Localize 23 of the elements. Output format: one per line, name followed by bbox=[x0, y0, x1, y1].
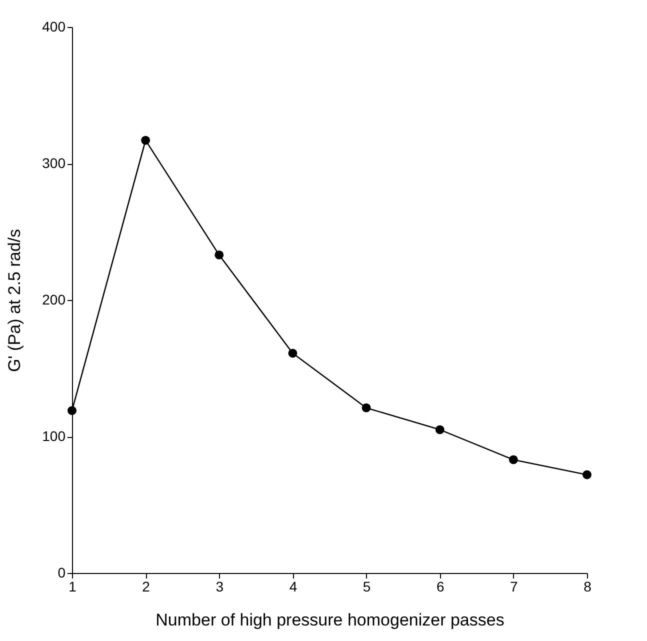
x-tick-label: 5 bbox=[362, 578, 371, 594]
y-tick-label: 0 bbox=[58, 564, 66, 580]
x-tick-label: 1 bbox=[68, 578, 77, 594]
x-tick-label: 8 bbox=[584, 578, 592, 594]
y-tick-label: 100 bbox=[42, 428, 66, 444]
point bbox=[435, 425, 444, 434]
x-tick-label: 3 bbox=[216, 578, 224, 594]
x-tick-label: 6 bbox=[436, 578, 444, 594]
x-tick-label: 2 bbox=[142, 578, 150, 594]
point bbox=[141, 136, 150, 145]
y-axis-title: G' (Pa) at 2.5 rad/s bbox=[5, 228, 24, 372]
point bbox=[68, 406, 76, 416]
y-tick-label: 400 bbox=[42, 18, 66, 34]
y-tick-label: 200 bbox=[42, 292, 66, 308]
point bbox=[508, 455, 518, 464]
point bbox=[214, 250, 224, 260]
x-tick-label: 7 bbox=[510, 578, 518, 594]
point bbox=[582, 470, 592, 480]
x-axis-title: Number of high pressure homogenizer passes bbox=[156, 610, 504, 630]
x-tick-label: 4 bbox=[289, 578, 298, 594]
y-tick-label: 300 bbox=[42, 155, 66, 171]
point bbox=[288, 348, 298, 358]
point bbox=[362, 403, 371, 412]
